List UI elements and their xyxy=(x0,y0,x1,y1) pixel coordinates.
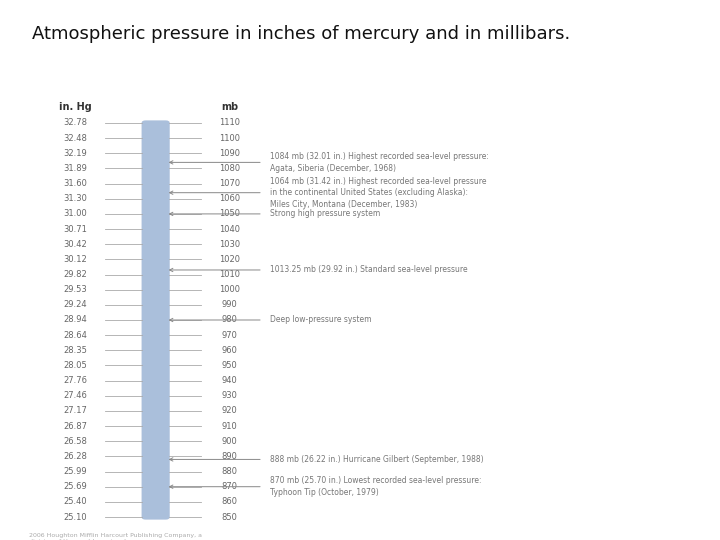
Text: 28.94: 28.94 xyxy=(63,315,87,325)
Text: 870 mb (25.70 in.) Lowest recorded sea-level pressure:
Typhoon Tip (October, 197: 870 mb (25.70 in.) Lowest recorded sea-l… xyxy=(269,476,481,497)
Text: 31.89: 31.89 xyxy=(63,164,87,173)
Text: 28.35: 28.35 xyxy=(63,346,87,355)
Text: 1060: 1060 xyxy=(219,194,240,203)
Text: 900: 900 xyxy=(222,437,237,445)
Text: 29.24: 29.24 xyxy=(63,300,87,309)
Text: 980: 980 xyxy=(222,315,238,325)
Text: 2006 Houghton Mifflin Harcourt Publishing Company, a
division of Harcourt Learni: 2006 Houghton Mifflin Harcourt Publishin… xyxy=(29,532,202,540)
Text: 29.82: 29.82 xyxy=(63,270,87,279)
Text: 990: 990 xyxy=(222,300,237,309)
Text: 1010: 1010 xyxy=(219,270,240,279)
Text: 1100: 1100 xyxy=(219,133,240,143)
Text: 25.10: 25.10 xyxy=(63,512,87,522)
Text: 850: 850 xyxy=(222,512,238,522)
Text: 1110: 1110 xyxy=(219,118,240,127)
Text: 890: 890 xyxy=(222,452,238,461)
Text: 930: 930 xyxy=(222,392,238,400)
Text: 32.78: 32.78 xyxy=(63,118,87,127)
Text: 27.46: 27.46 xyxy=(63,392,87,400)
Text: 32.48: 32.48 xyxy=(63,133,87,143)
Text: 1080: 1080 xyxy=(219,164,240,173)
Text: 940: 940 xyxy=(222,376,237,385)
Text: 960: 960 xyxy=(222,346,238,355)
Text: 1030: 1030 xyxy=(219,240,240,249)
Text: 1013.25 mb (29.92 in.) Standard sea-level pressure: 1013.25 mb (29.92 in.) Standard sea-leve… xyxy=(269,266,467,274)
Text: Atmospheric pressure in inches of mercury and in millibars.: Atmospheric pressure in inches of mercur… xyxy=(32,25,570,43)
Text: in. Hg: in. Hg xyxy=(59,102,91,112)
Text: 30.12: 30.12 xyxy=(63,255,87,264)
Text: 1050: 1050 xyxy=(219,210,240,218)
Text: Strong high pressure system: Strong high pressure system xyxy=(269,210,380,218)
Text: 28.05: 28.05 xyxy=(63,361,87,370)
Text: 29.53: 29.53 xyxy=(63,285,87,294)
Text: 1064 mb (31.42 in.) Highest recorded sea-level pressure
in the continental Unite: 1064 mb (31.42 in.) Highest recorded sea… xyxy=(269,177,486,208)
Text: 1040: 1040 xyxy=(219,225,240,234)
Text: 26.28: 26.28 xyxy=(63,452,87,461)
Text: Deep low-pressure system: Deep low-pressure system xyxy=(269,315,371,325)
Text: 970: 970 xyxy=(222,330,238,340)
Text: 30.71: 30.71 xyxy=(63,225,87,234)
Text: 860: 860 xyxy=(221,497,238,507)
Text: 888 mb (26.22 in.) Hurricane Gilbert (September, 1988): 888 mb (26.22 in.) Hurricane Gilbert (Se… xyxy=(269,455,483,464)
Text: 31.00: 31.00 xyxy=(63,210,87,218)
Text: 25.69: 25.69 xyxy=(63,482,87,491)
Text: 1020: 1020 xyxy=(219,255,240,264)
Text: 1084 mb (32.01 in.) Highest recorded sea-level pressure:
Agata, Siberia (Decembe: 1084 mb (32.01 in.) Highest recorded sea… xyxy=(269,152,488,173)
Text: 1070: 1070 xyxy=(219,179,240,188)
Text: 880: 880 xyxy=(221,467,238,476)
Text: 26.87: 26.87 xyxy=(63,422,87,430)
Text: 31.60: 31.60 xyxy=(63,179,87,188)
Text: 950: 950 xyxy=(222,361,237,370)
Text: 920: 920 xyxy=(222,407,237,415)
Text: 31.30: 31.30 xyxy=(63,194,87,203)
Text: 1000: 1000 xyxy=(219,285,240,294)
Text: 910: 910 xyxy=(222,422,237,430)
Text: 27.76: 27.76 xyxy=(63,376,87,385)
Text: 25.40: 25.40 xyxy=(63,497,87,507)
Text: 26.58: 26.58 xyxy=(63,437,87,445)
Text: 1090: 1090 xyxy=(219,149,240,158)
Text: 25.99: 25.99 xyxy=(63,467,87,476)
Text: 30.42: 30.42 xyxy=(63,240,87,249)
Text: mb: mb xyxy=(221,102,238,112)
Text: 27.17: 27.17 xyxy=(63,407,87,415)
Text: 870: 870 xyxy=(221,482,238,491)
Text: 28.64: 28.64 xyxy=(63,330,87,340)
FancyBboxPatch shape xyxy=(142,120,170,519)
Text: 32.19: 32.19 xyxy=(63,149,87,158)
